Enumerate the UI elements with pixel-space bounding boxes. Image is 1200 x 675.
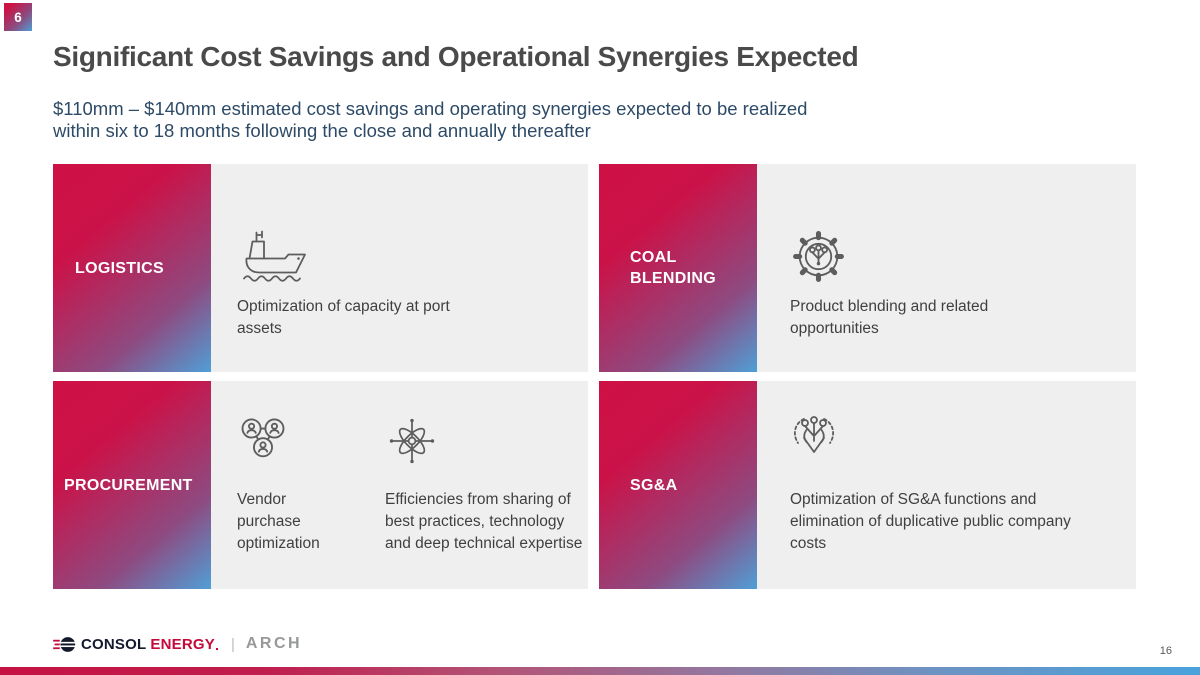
page-number: 16 [1159,645,1172,657]
card-sga-text: Optimization of SG&A functions and elimi… [790,491,1071,552]
card-logistics-content: Optimization of capacity at port assets [211,164,588,372]
footer-logos: CONSOL ENERGY | ARCH [53,635,302,653]
arch-logo-text: ARCH [245,635,303,652]
card-procurement-text-1: Vendor purchase optimization [237,491,320,552]
logo-separator: | [230,635,235,653]
atom-icon [385,415,587,467]
consol-logo-text: CONSOL [81,635,147,653]
card-procurement: PROCUREMENT [53,381,588,589]
card-coal-blending: COAL BLENDING Product blending and relat… [599,164,1136,372]
blending-gear-icon [790,226,1136,286]
card-logistics: LOGISTICS Optimization of capacity at po… [53,164,588,372]
registered-mark-dot [215,648,218,650]
card-logistics-label: LOGISTICS [53,164,211,372]
footer-gradient-bar [0,667,1200,675]
consol-energy-logo-mark [53,636,76,652]
slide-number-badge: 6 [4,3,32,31]
card-sga-content: Optimization of SG&A functions and elimi… [757,381,1136,589]
synergy-cards-grid: LOGISTICS Optimization of capacity at po… [53,164,1136,589]
slide-subtitle: $110mm – $140mm estimated cost savings a… [53,98,807,142]
subtitle-line-1: $110mm – $140mm estimated cost savings a… [53,98,808,119]
cargo-ship-icon [237,226,588,286]
card-procurement-label: PROCUREMENT [53,381,211,589]
card-coal-blending-content: Product blending and related opportuniti… [757,164,1136,372]
card-sga-label: SG&A [599,381,757,589]
energy-logo-text: ENERGY [150,635,215,653]
vendor-network-icon [237,415,349,467]
subtitle-line-2: within six to 18 months following the cl… [53,120,591,141]
card-coal-blending-label: COAL BLENDING [599,164,757,372]
streamline-arrow-icon [790,415,1136,467]
slide-title: Significant Cost Savings and Operational… [53,41,859,72]
card-sga: SG&A Optimization of SG&A functions and … [599,381,1136,589]
card-procurement-text-2: Efficiencies from sharing of best practi… [385,491,583,552]
card-coal-blending-text: Product blending and related opportuniti… [790,298,989,337]
card-logistics-text: Optimization of capacity at port assets [237,298,450,337]
card-procurement-content: Vendor purchase optimization [211,381,588,589]
